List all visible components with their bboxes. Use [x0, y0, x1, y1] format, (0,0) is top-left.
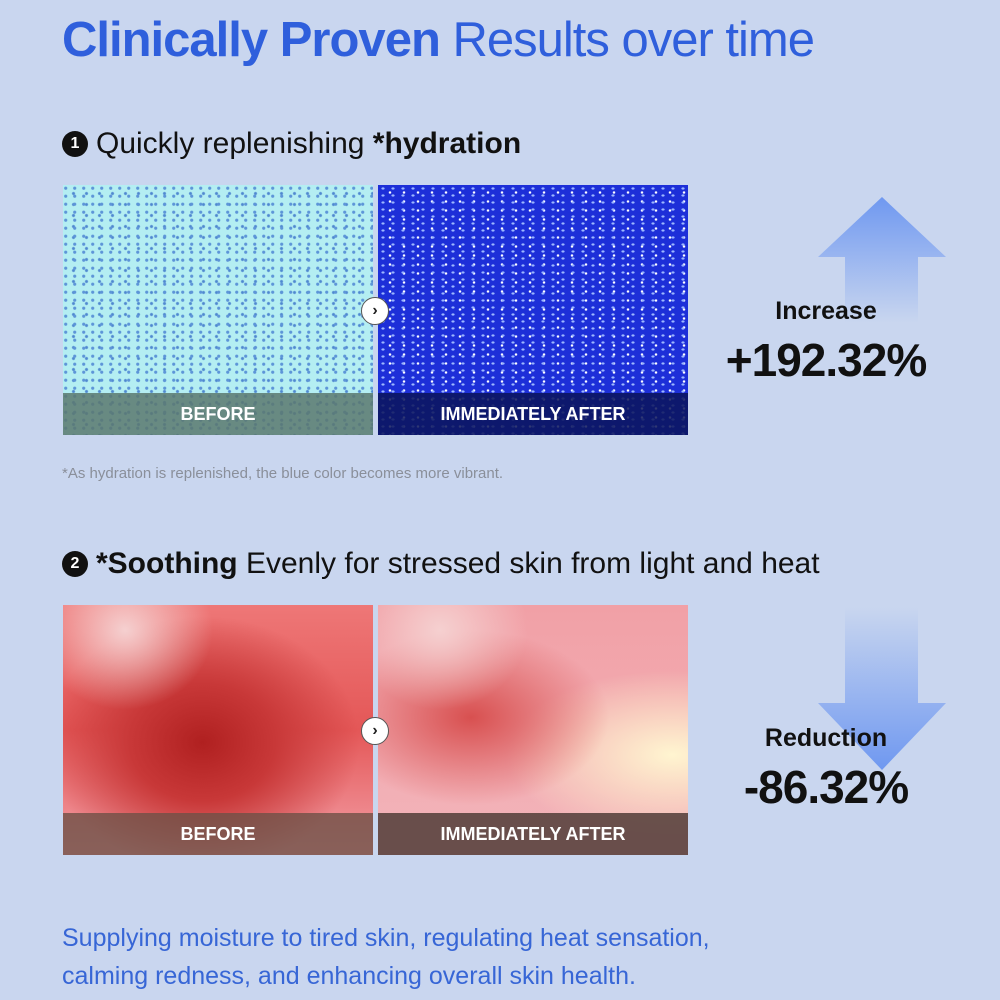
before-label: BEFORE [63, 393, 373, 435]
chevron-right-icon: › [361, 717, 389, 745]
footnote: *As hydration is replenished, the blue c… [62, 465, 504, 482]
section1-text: Quickly replenishing [96, 127, 373, 160]
hydration-before-image: BEFORE [63, 185, 373, 435]
arrow-down-icon [818, 607, 946, 770]
before-label: BEFORE [63, 813, 373, 855]
section1-bold: *hydration [372, 127, 522, 160]
soothing-after-image: IMMEDIATELY AFTER [378, 605, 688, 855]
number-badge-2: 2 [62, 551, 88, 577]
summary-line-1: Supplying moisture to tired skin, regula… [62, 924, 710, 952]
increase-label: Increase [775, 297, 877, 325]
number-badge-1: 1 [62, 131, 88, 157]
after-label: IMMEDIATELY AFTER [378, 393, 688, 435]
title-rest: Results over time [452, 13, 816, 67]
section2-text: Evenly for stressed skin from light and … [237, 547, 820, 580]
after-label: IMMEDIATELY AFTER [378, 813, 688, 855]
hydration-after-image: IMMEDIATELY AFTER [378, 185, 688, 435]
summary-line-2: calming redness, and enhancing overall s… [62, 962, 636, 990]
chevron-right-icon: › [361, 297, 389, 325]
soothing-before-image: BEFORE [63, 605, 373, 855]
increase-value: +192.32% [725, 334, 927, 386]
section2-heading: 2 *Soothing Evenly for stressed skin from… [62, 547, 820, 581]
reduction-value: -86.32% [743, 761, 909, 813]
section2-bold: *Soothing [96, 547, 238, 580]
section1-heading: 1 Quickly replenishing *hydration [62, 127, 521, 161]
reduction-label: Reduction [764, 724, 888, 752]
page-title: Clinically Proven Results over time [62, 12, 816, 68]
title-bold: Clinically Proven [62, 13, 441, 67]
arrow-up-icon [818, 197, 946, 323]
